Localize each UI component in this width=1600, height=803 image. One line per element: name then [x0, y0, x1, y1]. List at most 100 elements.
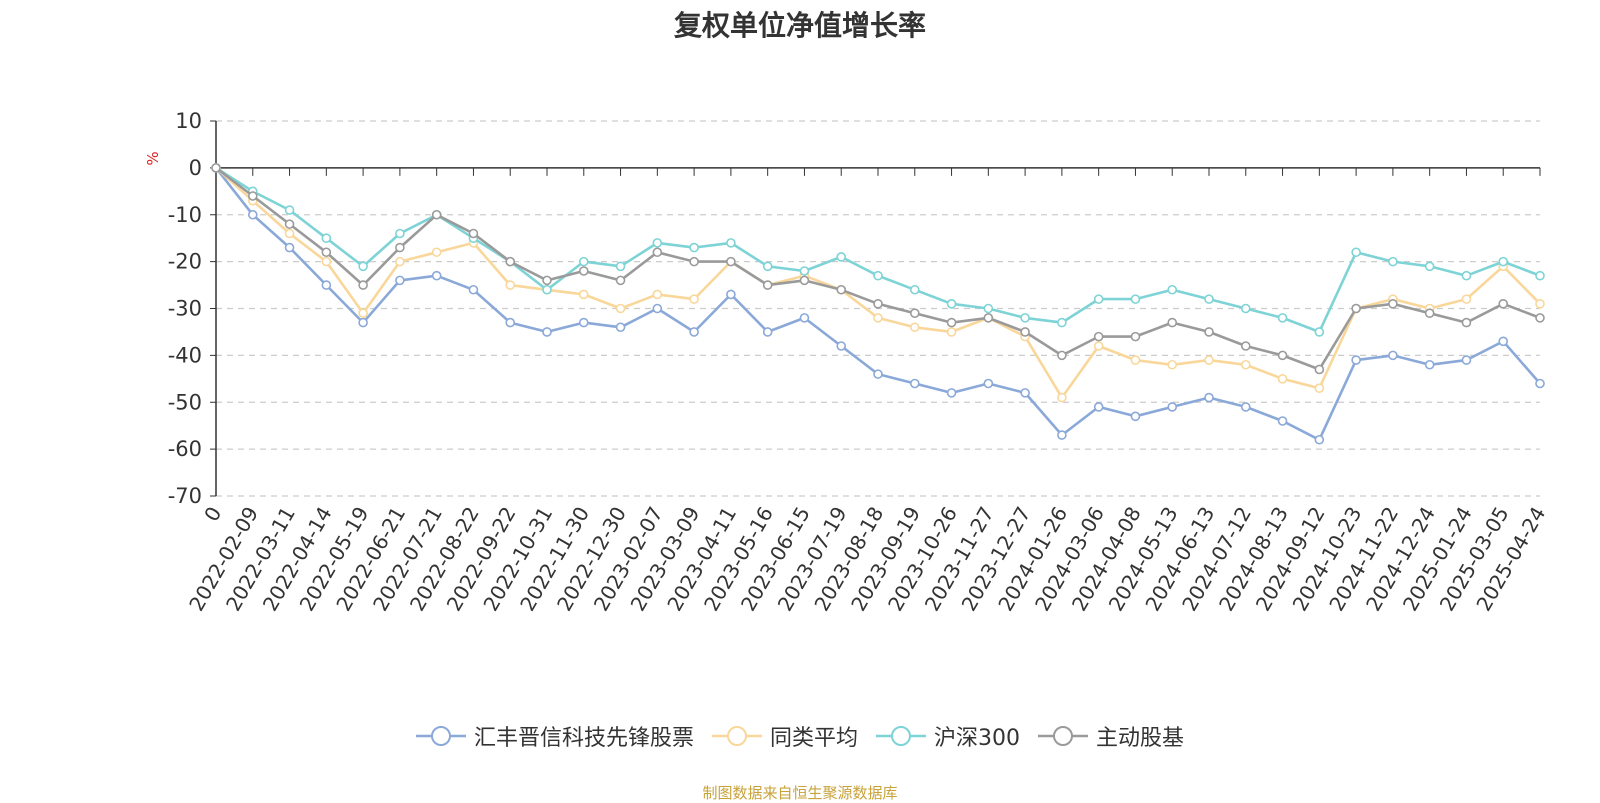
data-point	[284, 242, 295, 253]
data-point	[983, 303, 994, 314]
data-point	[1277, 350, 1288, 361]
data-point	[578, 317, 589, 328]
data-point	[652, 247, 663, 258]
data-point	[1535, 270, 1545, 281]
data-point	[1093, 331, 1104, 342]
data-point	[542, 284, 552, 295]
legend-item[interactable]: 同类平均	[711, 720, 858, 752]
data-point	[395, 228, 405, 239]
data-point	[1167, 317, 1178, 328]
data-point	[689, 242, 699, 253]
data-point	[284, 228, 295, 239]
y-tick-label: -30	[168, 297, 202, 321]
chart-legend: 汇丰晋信科技先锋股票 同类平均 沪深300 主动股基	[0, 720, 1600, 752]
data-point	[1057, 392, 1067, 403]
legend-item[interactable]: 汇丰晋信科技先锋股票	[415, 720, 694, 752]
data-point	[1424, 359, 1435, 370]
data-point	[1461, 270, 1472, 281]
data-point	[1204, 392, 1214, 403]
data-point	[358, 261, 368, 272]
data-point	[726, 238, 736, 248]
data-point	[1167, 284, 1178, 295]
legend-line-icon	[711, 726, 762, 746]
data-point	[431, 270, 442, 281]
data-point	[799, 275, 810, 286]
series-2	[211, 163, 1545, 403]
data-point	[1093, 402, 1104, 412]
data-point	[1130, 411, 1141, 422]
data-point	[1535, 378, 1545, 389]
data-point	[1424, 308, 1435, 318]
legend-label: 沪深300	[934, 726, 1020, 751]
data-point	[1167, 402, 1178, 412]
data-point	[615, 303, 626, 314]
data-point	[578, 289, 589, 300]
data-point	[1461, 317, 1472, 328]
data-point	[1020, 388, 1030, 398]
data-point	[358, 280, 368, 290]
data-point	[321, 256, 332, 267]
data-point	[395, 256, 405, 267]
data-point	[1314, 383, 1325, 393]
data-point	[505, 256, 516, 267]
legend-label: 主动股基	[1096, 726, 1185, 751]
data-point	[909, 378, 920, 389]
data-point	[1388, 350, 1398, 361]
data-point	[873, 270, 883, 281]
data-point	[1277, 374, 1288, 384]
y-tick-label: -40	[168, 343, 202, 367]
data-point	[836, 341, 847, 351]
data-point	[1093, 294, 1104, 304]
data-point	[689, 327, 699, 337]
data-point	[983, 378, 994, 389]
legend-item[interactable]: 主动股基	[1038, 720, 1184, 752]
data-point	[1314, 434, 1325, 445]
data-point	[321, 280, 332, 290]
data-point	[321, 233, 332, 243]
data-point	[1388, 299, 1398, 309]
data-point	[1498, 256, 1509, 267]
data-point	[578, 256, 589, 267]
data-point	[1204, 355, 1214, 365]
data-point	[1204, 294, 1214, 304]
data-point	[1388, 256, 1398, 267]
data-point	[1351, 355, 1361, 365]
data-point	[615, 261, 626, 272]
data-point	[689, 256, 699, 267]
data-point	[762, 327, 773, 337]
series-4	[211, 163, 1545, 375]
data-point	[431, 247, 442, 258]
data-point	[1093, 341, 1104, 351]
data-point	[615, 322, 626, 333]
data-point	[1498, 299, 1509, 309]
data-point	[1240, 402, 1251, 412]
data-point	[1461, 294, 1472, 304]
line-chart: 100-10-20-30-40-50-60-70%02022-02-092022…	[144, 109, 1550, 615]
data-point	[1240, 303, 1251, 314]
data-point	[1057, 350, 1067, 361]
data-point	[505, 280, 516, 290]
data-point	[836, 284, 847, 295]
data-point	[1204, 327, 1214, 337]
legend-line-icon	[1038, 726, 1088, 746]
legend-line-icon	[415, 726, 466, 746]
y-tick-label: -20	[168, 250, 202, 274]
data-point	[946, 299, 957, 309]
data-point	[1240, 359, 1251, 370]
data-point	[909, 308, 920, 318]
data-point	[1057, 317, 1067, 328]
legend-item[interactable]: 沪深300	[876, 720, 1020, 752]
data-point	[1167, 359, 1178, 370]
data-point	[946, 327, 957, 337]
data-point	[542, 327, 552, 337]
x-tick-label: 0	[199, 503, 226, 526]
data-point	[468, 228, 479, 239]
data-point	[946, 317, 957, 328]
data-point	[652, 238, 663, 248]
y-tick-label: 0	[189, 156, 202, 180]
data-point	[321, 247, 332, 258]
data-point	[1351, 247, 1361, 258]
data-point	[1314, 327, 1325, 337]
source-note: 制图数据来自恒生聚源数据库	[702, 784, 898, 802]
data-point	[983, 313, 994, 323]
